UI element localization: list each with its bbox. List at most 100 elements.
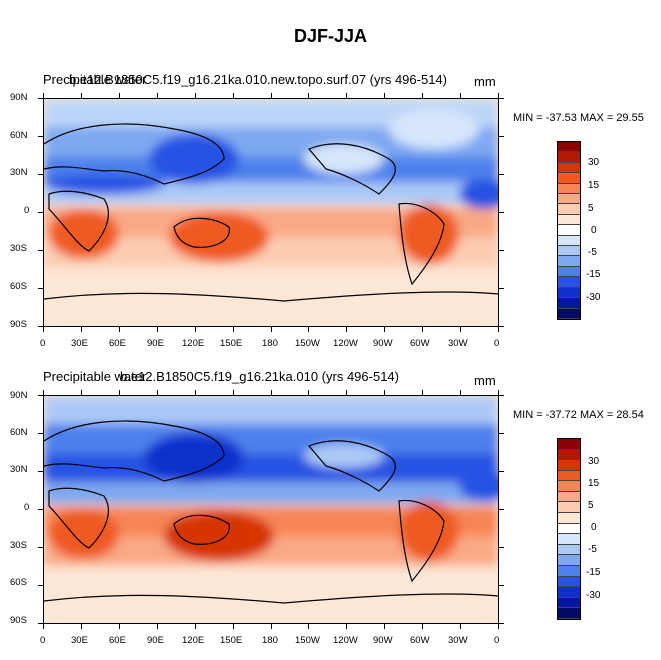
panel-1-map bbox=[43, 98, 499, 327]
axis-tick bbox=[38, 98, 43, 99]
axis-tick bbox=[460, 624, 461, 629]
axis-tick bbox=[271, 93, 272, 98]
lat-label: 0 bbox=[24, 502, 30, 513]
axis-tick bbox=[38, 288, 43, 289]
colorbar-segment bbox=[558, 142, 580, 153]
axis-tick bbox=[195, 327, 196, 332]
axis-tick bbox=[157, 624, 158, 629]
axis-tick bbox=[499, 623, 504, 624]
lon-label: 30E bbox=[71, 338, 88, 349]
axis-tick bbox=[38, 212, 43, 213]
lon-label: 0 bbox=[40, 338, 46, 349]
lon-label: 30W bbox=[448, 338, 468, 349]
colorbar-segment bbox=[558, 246, 580, 257]
axis-tick bbox=[499, 288, 504, 289]
axis-tick bbox=[498, 390, 499, 395]
axis-tick bbox=[499, 98, 504, 99]
axis-tick bbox=[271, 624, 272, 629]
colorbar-label: 5 bbox=[588, 500, 594, 511]
colorbar-segment bbox=[558, 287, 580, 299]
lon-label: 60W bbox=[410, 338, 430, 349]
colorbar-label: -15 bbox=[586, 269, 601, 280]
axis-tick bbox=[38, 547, 43, 548]
lon-label: 90W bbox=[373, 338, 393, 349]
axis-tick bbox=[346, 93, 347, 98]
panel-1-min-max: MIN = -37.53 MAX = 29.55 bbox=[513, 112, 644, 124]
colorbar-segment bbox=[558, 608, 580, 619]
colorbar-segment bbox=[558, 162, 580, 174]
colorbar-segment bbox=[558, 513, 580, 524]
colorbar-segment bbox=[558, 235, 580, 247]
axis-tick bbox=[233, 390, 234, 395]
axis-tick bbox=[308, 624, 309, 629]
colorbar-label: 0 bbox=[591, 225, 597, 236]
lon-label: 120W bbox=[333, 338, 358, 349]
lon-label: 150W bbox=[295, 635, 320, 646]
colorbar-segment bbox=[558, 225, 580, 236]
axis-tick bbox=[81, 93, 82, 98]
axis-tick bbox=[233, 624, 234, 629]
colorbar-segment bbox=[558, 460, 580, 471]
colorbar-segment bbox=[558, 298, 580, 309]
axis-tick bbox=[119, 624, 120, 629]
axis-tick bbox=[499, 212, 504, 213]
axis-tick bbox=[38, 433, 43, 434]
colorbar-segment bbox=[558, 204, 580, 215]
axis-tick bbox=[157, 93, 158, 98]
axis-tick bbox=[43, 327, 44, 332]
lon-label: 90W bbox=[373, 635, 393, 646]
colorbar-segment bbox=[558, 173, 580, 184]
axis-tick bbox=[308, 390, 309, 395]
lat-label: 90N bbox=[10, 92, 28, 103]
lon-label: 60E bbox=[109, 338, 126, 349]
axis-tick bbox=[195, 390, 196, 395]
colorbar-segment bbox=[558, 183, 580, 195]
axis-tick bbox=[38, 136, 43, 137]
lon-label: 0 bbox=[494, 338, 500, 349]
axis-tick bbox=[499, 585, 504, 586]
axis-tick bbox=[384, 624, 385, 629]
lon-label: 180 bbox=[262, 338, 278, 349]
colorbar-label: -5 bbox=[588, 247, 597, 258]
colorbar-segment bbox=[558, 266, 580, 278]
lon-label: 150E bbox=[220, 338, 243, 349]
lat-label: 90S bbox=[10, 319, 27, 330]
colorbar-label: 5 bbox=[588, 203, 594, 214]
lon-label: 0 bbox=[40, 635, 46, 646]
axis-tick bbox=[384, 327, 385, 332]
axis-tick bbox=[499, 174, 504, 175]
colorbar-segment bbox=[558, 256, 580, 267]
colorbar-segment bbox=[558, 214, 580, 226]
axis-tick bbox=[499, 395, 504, 396]
panel-2-units: mm bbox=[474, 373, 496, 388]
axis-tick bbox=[499, 547, 504, 548]
colorbar-segment bbox=[558, 597, 580, 609]
axis-tick bbox=[38, 174, 43, 175]
axis-tick bbox=[422, 327, 423, 332]
colorbar-segment bbox=[558, 439, 580, 450]
axis-tick bbox=[460, 327, 461, 332]
axis-tick bbox=[119, 93, 120, 98]
axis-tick bbox=[422, 390, 423, 395]
colorbar-segment bbox=[558, 576, 580, 588]
axis-tick bbox=[308, 327, 309, 332]
colorbar-segment bbox=[558, 194, 580, 205]
axis-tick bbox=[38, 585, 43, 586]
lon-label: 0 bbox=[494, 635, 500, 646]
axis-tick bbox=[38, 509, 43, 510]
colorbar-label: 15 bbox=[588, 180, 600, 191]
lat-label: 60N bbox=[10, 130, 28, 141]
axis-tick bbox=[195, 624, 196, 629]
panel-1-title-overlap: b.e12.B1850C5.f19_g16.21ka.010.new.topo.… bbox=[69, 72, 447, 87]
axis-tick bbox=[81, 624, 82, 629]
colorbar-label: -5 bbox=[588, 544, 597, 555]
axis-tick bbox=[308, 93, 309, 98]
lon-label: 120E bbox=[182, 635, 205, 646]
axis-tick bbox=[195, 93, 196, 98]
colorbar-segment bbox=[558, 449, 580, 461]
panel-1-colorbar bbox=[557, 141, 581, 320]
axis-tick bbox=[81, 327, 82, 332]
panel-2-title-overlap: b.e12.B1850C5.f19_g16.21ka.010 (yrs 496-… bbox=[120, 369, 399, 384]
axis-tick bbox=[460, 390, 461, 395]
colorbar-label: 15 bbox=[588, 478, 600, 489]
